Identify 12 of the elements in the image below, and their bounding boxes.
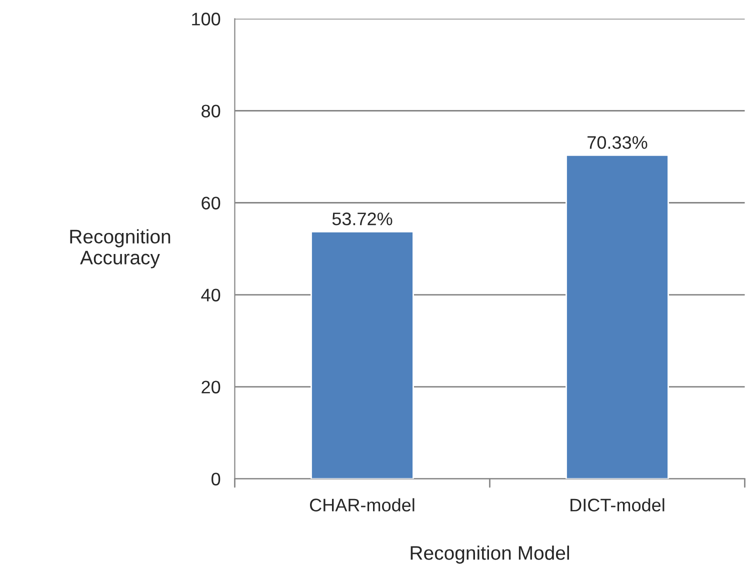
y-axis-title: Recognition Accuracy [70,229,170,268]
y-tick-label: 60 [202,196,220,210]
x-axis-title: Recognition Model [410,546,569,564]
y-tick-label: 100 [192,12,220,26]
y-tick-label: 0 [212,472,220,486]
data-label: 70.33% [588,136,648,149]
y-tick-label: 80 [202,104,220,118]
x-tick-label: CHAR-model [310,498,414,512]
y-tick-label: 40 [201,288,220,302]
x-tick-label: DICT-model [570,498,664,512]
data-label: 53.72% [332,212,392,226]
y-tick-label: 20 [202,380,220,394]
